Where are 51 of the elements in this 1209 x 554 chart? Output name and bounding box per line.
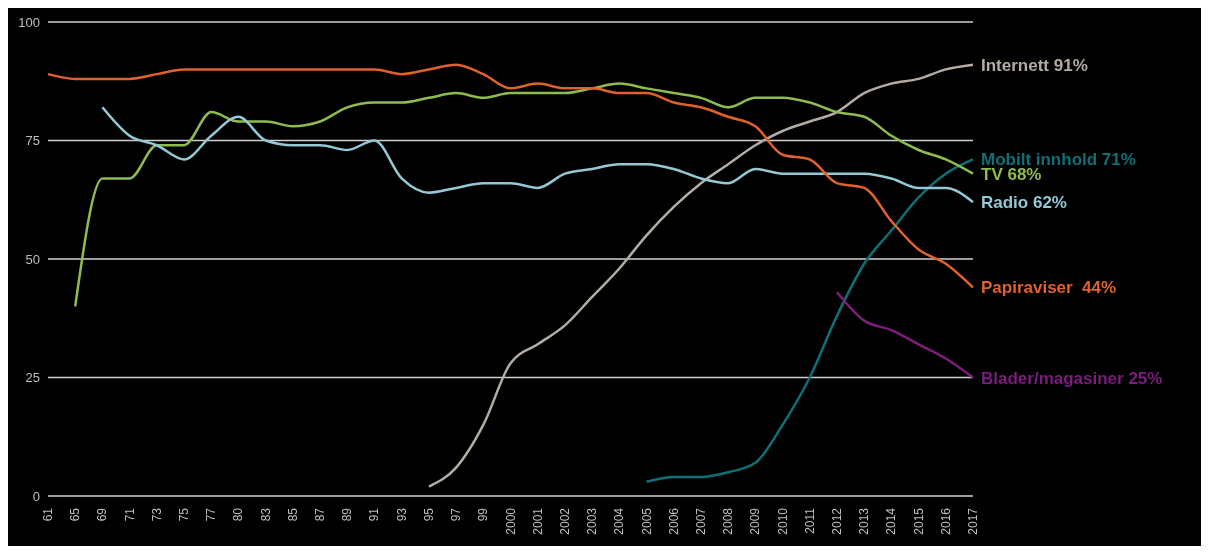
x-tick-label: 73 [149,507,164,522]
x-tick-label: 65 [68,507,83,522]
series-label: Papiraviser 44% [981,278,1117,298]
line-series [427,63,975,488]
x-tick-label: 93 [394,507,409,522]
x-tick-label: 75 [177,507,192,522]
line-series [645,158,975,484]
x-tick-label: 87 [313,507,328,522]
x-tick-label: 77 [204,507,219,522]
x-tick-label: 89 [340,507,355,522]
series-label: Blader/magasiner 25% [981,368,1163,388]
series-label: Internett 91% [981,55,1088,75]
y-tick-label: 25 [25,370,40,386]
x-tick-label: 69 [95,507,110,522]
x-tick-label: 2011 [802,507,817,534]
y-tick-label: 75 [25,133,40,149]
x-tick-label: 2015 [911,507,926,535]
line-series [101,106,975,204]
x-tick-label: 2003 [585,507,600,535]
y-tick-label: 100 [18,14,40,30]
line-series [73,82,975,308]
x-tick-label: 2016 [938,507,953,535]
x-tick-label: 2000 [503,507,518,535]
x-tick-label: 80 [231,507,246,522]
x-tick-label: 83 [258,507,273,522]
x-tick-label: 2008 [721,507,736,535]
x-tick-label: 2017 [966,507,980,535]
x-tick-label: 2005 [639,507,654,535]
x-tick-label: 97 [449,507,464,522]
x-tick-label: 91 [367,507,382,522]
series-label: TV 68% [981,164,1042,184]
line-series [46,63,975,289]
line-series [835,290,975,379]
x-tick-label: 99 [476,507,491,522]
x-tick-label: 2013 [857,507,872,535]
x-tick-label: 95 [421,507,436,522]
x-tick-label: 2014 [884,507,899,535]
x-tick-label: 2004 [612,507,627,535]
x-tick-label: 2007 [693,507,708,535]
y-tick-label: 50 [25,251,40,267]
x-tick-label: 85 [285,507,300,522]
x-tick-label: 71 [122,507,137,522]
series-label: Radio 62% [981,193,1067,213]
y-tick-label: 0 [32,488,40,504]
x-tick-label: 2009 [748,507,763,535]
x-tick-label: 2006 [666,507,681,535]
x-tick-label: 61 [41,507,55,522]
x-tick-label: 2012 [829,507,844,535]
x-tick-label: 2001 [530,507,545,535]
x-tick-label: 2010 [775,507,790,535]
x-tick-label: 2002 [557,507,572,535]
